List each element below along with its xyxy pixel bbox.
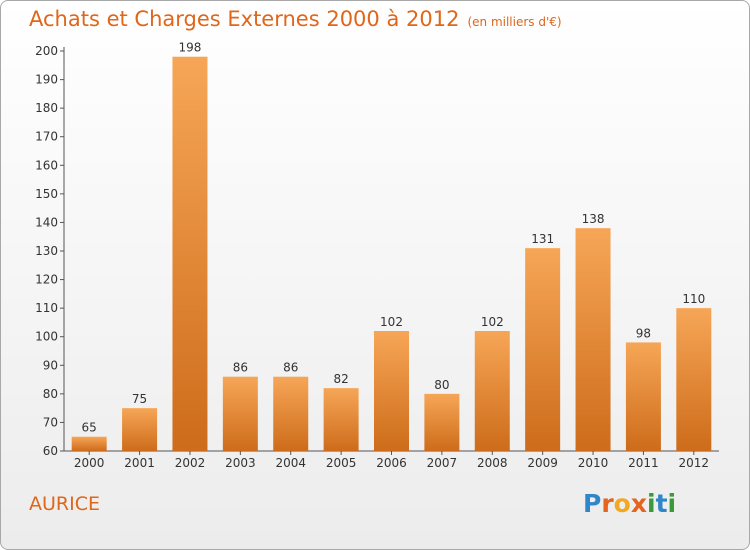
title-text: Achats et Charges Externes 2000 à 2012 bbox=[29, 7, 460, 31]
proxiti-logo: Proxiti bbox=[583, 489, 676, 518]
x-tick-label: 2007 bbox=[427, 456, 458, 470]
y-tick-label: 110 bbox=[35, 301, 58, 315]
bar-value-label: 138 bbox=[582, 212, 605, 226]
bar-value-label: 131 bbox=[531, 232, 554, 246]
x-tick-label: 2002 bbox=[175, 456, 206, 470]
bar-2002 bbox=[172, 56, 208, 451]
y-tick-label: 60 bbox=[43, 444, 58, 458]
bar-value-label: 86 bbox=[233, 361, 248, 375]
logo-letter: t bbox=[655, 489, 668, 518]
x-tick-label: 2003 bbox=[225, 456, 256, 470]
y-tick-label: 180 bbox=[35, 101, 58, 115]
y-tick-label: 100 bbox=[35, 330, 58, 344]
bar-2009 bbox=[525, 248, 561, 451]
bar-2004 bbox=[273, 376, 309, 451]
logo-letter: i bbox=[647, 489, 656, 518]
bar-value-label: 102 bbox=[380, 315, 403, 329]
bar-2000 bbox=[71, 436, 107, 451]
y-tick-label: 160 bbox=[35, 158, 58, 172]
bar-2011 bbox=[625, 342, 661, 451]
x-tick-label: 2008 bbox=[477, 456, 508, 470]
y-tick-label: 200 bbox=[35, 44, 58, 58]
bar-value-label: 98 bbox=[636, 326, 651, 340]
bar-value-label: 198 bbox=[179, 41, 202, 55]
y-tick-label: 70 bbox=[43, 415, 58, 429]
x-tick-label: 2012 bbox=[679, 456, 710, 470]
x-tick-label: 2004 bbox=[275, 456, 306, 470]
bar-value-label: 82 bbox=[333, 372, 348, 386]
y-tick-label: 90 bbox=[43, 358, 58, 372]
commune-name: AURICE bbox=[29, 493, 100, 515]
x-tick-label: 2010 bbox=[578, 456, 609, 470]
chart-title: Achats et Charges Externes 2000 à 2012 (e… bbox=[29, 7, 562, 31]
x-tick-label: 2005 bbox=[326, 456, 357, 470]
y-tick-label: 150 bbox=[35, 187, 58, 201]
x-tick-label: 2001 bbox=[124, 456, 155, 470]
y-tick-label: 130 bbox=[35, 244, 58, 258]
bar-2001 bbox=[122, 408, 158, 451]
logo-letter: r bbox=[601, 489, 614, 518]
y-tick-label: 140 bbox=[35, 215, 58, 229]
title-unit: (en milliers d'€) bbox=[467, 15, 562, 29]
y-tick-label: 80 bbox=[43, 387, 58, 401]
y-tick-label: 120 bbox=[35, 273, 58, 287]
bar-2005 bbox=[323, 388, 359, 451]
bar-value-label: 65 bbox=[82, 421, 97, 435]
bar-value-label: 86 bbox=[283, 361, 298, 375]
y-tick-label: 170 bbox=[35, 130, 58, 144]
x-tick-label: 2006 bbox=[376, 456, 407, 470]
bar-value-label: 80 bbox=[434, 378, 449, 392]
bar-value-label: 110 bbox=[682, 292, 705, 306]
x-tick-label: 2011 bbox=[628, 456, 659, 470]
bar-value-label: 102 bbox=[481, 315, 504, 329]
bar-2007 bbox=[424, 393, 460, 451]
y-tick-label: 190 bbox=[35, 73, 58, 87]
bar-2012 bbox=[676, 308, 712, 451]
bar-2008 bbox=[474, 331, 510, 451]
bar-2010 bbox=[575, 228, 611, 451]
bar-2006 bbox=[374, 331, 409, 451]
bar-2003 bbox=[222, 376, 258, 451]
logo-letter: o bbox=[613, 489, 631, 518]
logo-letter: x bbox=[630, 489, 647, 518]
logo-letter: P bbox=[583, 489, 602, 518]
x-tick-label: 2000 bbox=[74, 456, 105, 470]
bar-value-label: 75 bbox=[132, 392, 147, 406]
logo-letter: i bbox=[667, 489, 677, 518]
x-tick-label: 2009 bbox=[527, 456, 558, 470]
